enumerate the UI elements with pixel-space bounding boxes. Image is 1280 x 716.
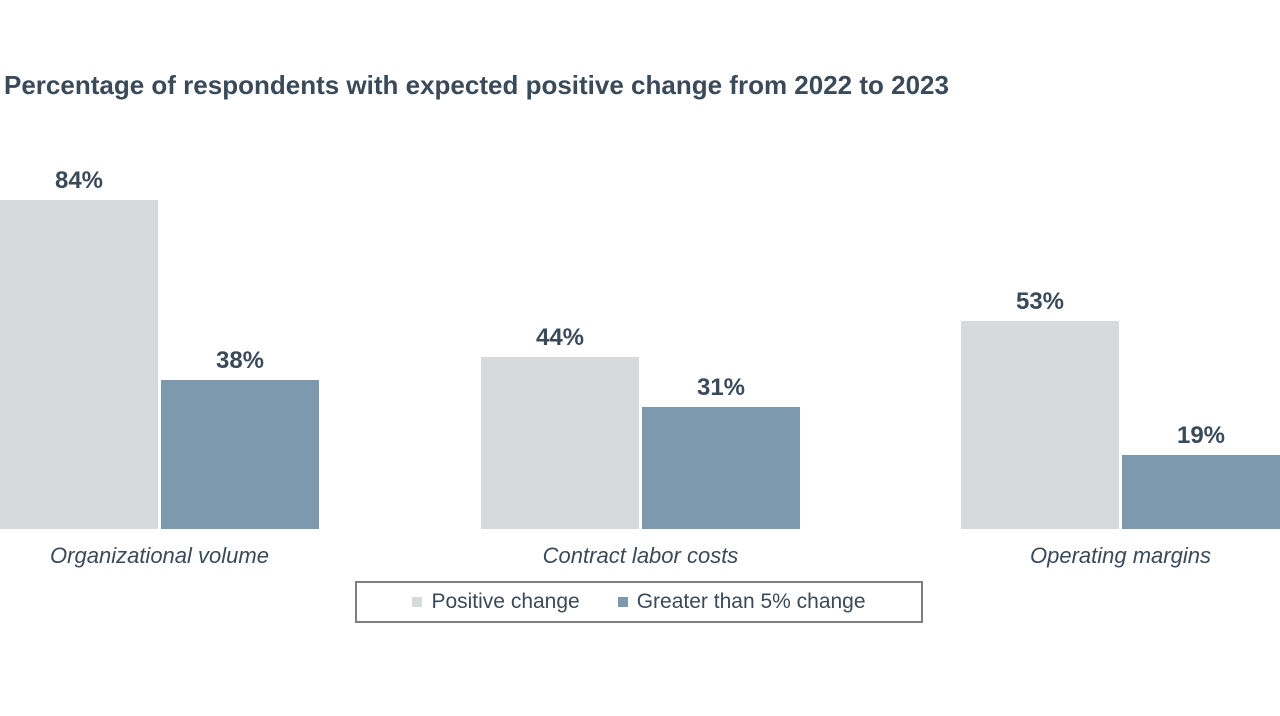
category-label-contract-labor-costs: Contract labor costs [542, 543, 739, 568]
bar-operating-margins-positive-change [961, 321, 1119, 529]
bar-organizational-volume-positive-change [0, 200, 158, 529]
bar-contract-labor-costs-positive-change [481, 357, 639, 529]
legend-label-positive-change: Positive change [431, 590, 580, 613]
bar-organizational-volume-greater-than-5-change [161, 380, 319, 529]
legend-item-greater-than-5-change: Greater than 5% change [617, 590, 866, 614]
legend-swatch-positive-change-icon [412, 597, 423, 607]
plot-area: 84% 38% 44% 31% 53% 19% [0, 166, 1280, 529]
legend-item-positive-change: Positive change [412, 590, 580, 614]
value-label-contract-labor-costs-positive-change: 44% [535, 323, 585, 351]
bar-operating-margins-greater-than-5-change [1122, 455, 1280, 529]
category-label-organizational-volume: Organizational volume [50, 543, 269, 568]
category-label-operating-margins: Operating margins [1030, 543, 1211, 568]
chart-title: Percentage of respondents with expected … [4, 70, 949, 100]
bar-contract-labor-costs-greater-than-5-change [642, 407, 800, 529]
value-label-organizational-volume-positive-change: 84% [54, 166, 104, 194]
value-label-organizational-volume-greater-than-5-change: 38% [215, 346, 265, 374]
value-label-contract-labor-costs-greater-than-5-change: 31% [696, 373, 746, 401]
legend-label-greater-than-5-change: Greater than 5% change [636, 590, 866, 613]
value-label-operating-margins-greater-than-5-change: 19% [1176, 421, 1226, 449]
value-label-operating-margins-positive-change: 53% [1015, 287, 1065, 315]
legend: Positive change Greater than 5% change [355, 581, 923, 623]
legend-swatch-greater-than-5-change-icon [617, 597, 628, 607]
